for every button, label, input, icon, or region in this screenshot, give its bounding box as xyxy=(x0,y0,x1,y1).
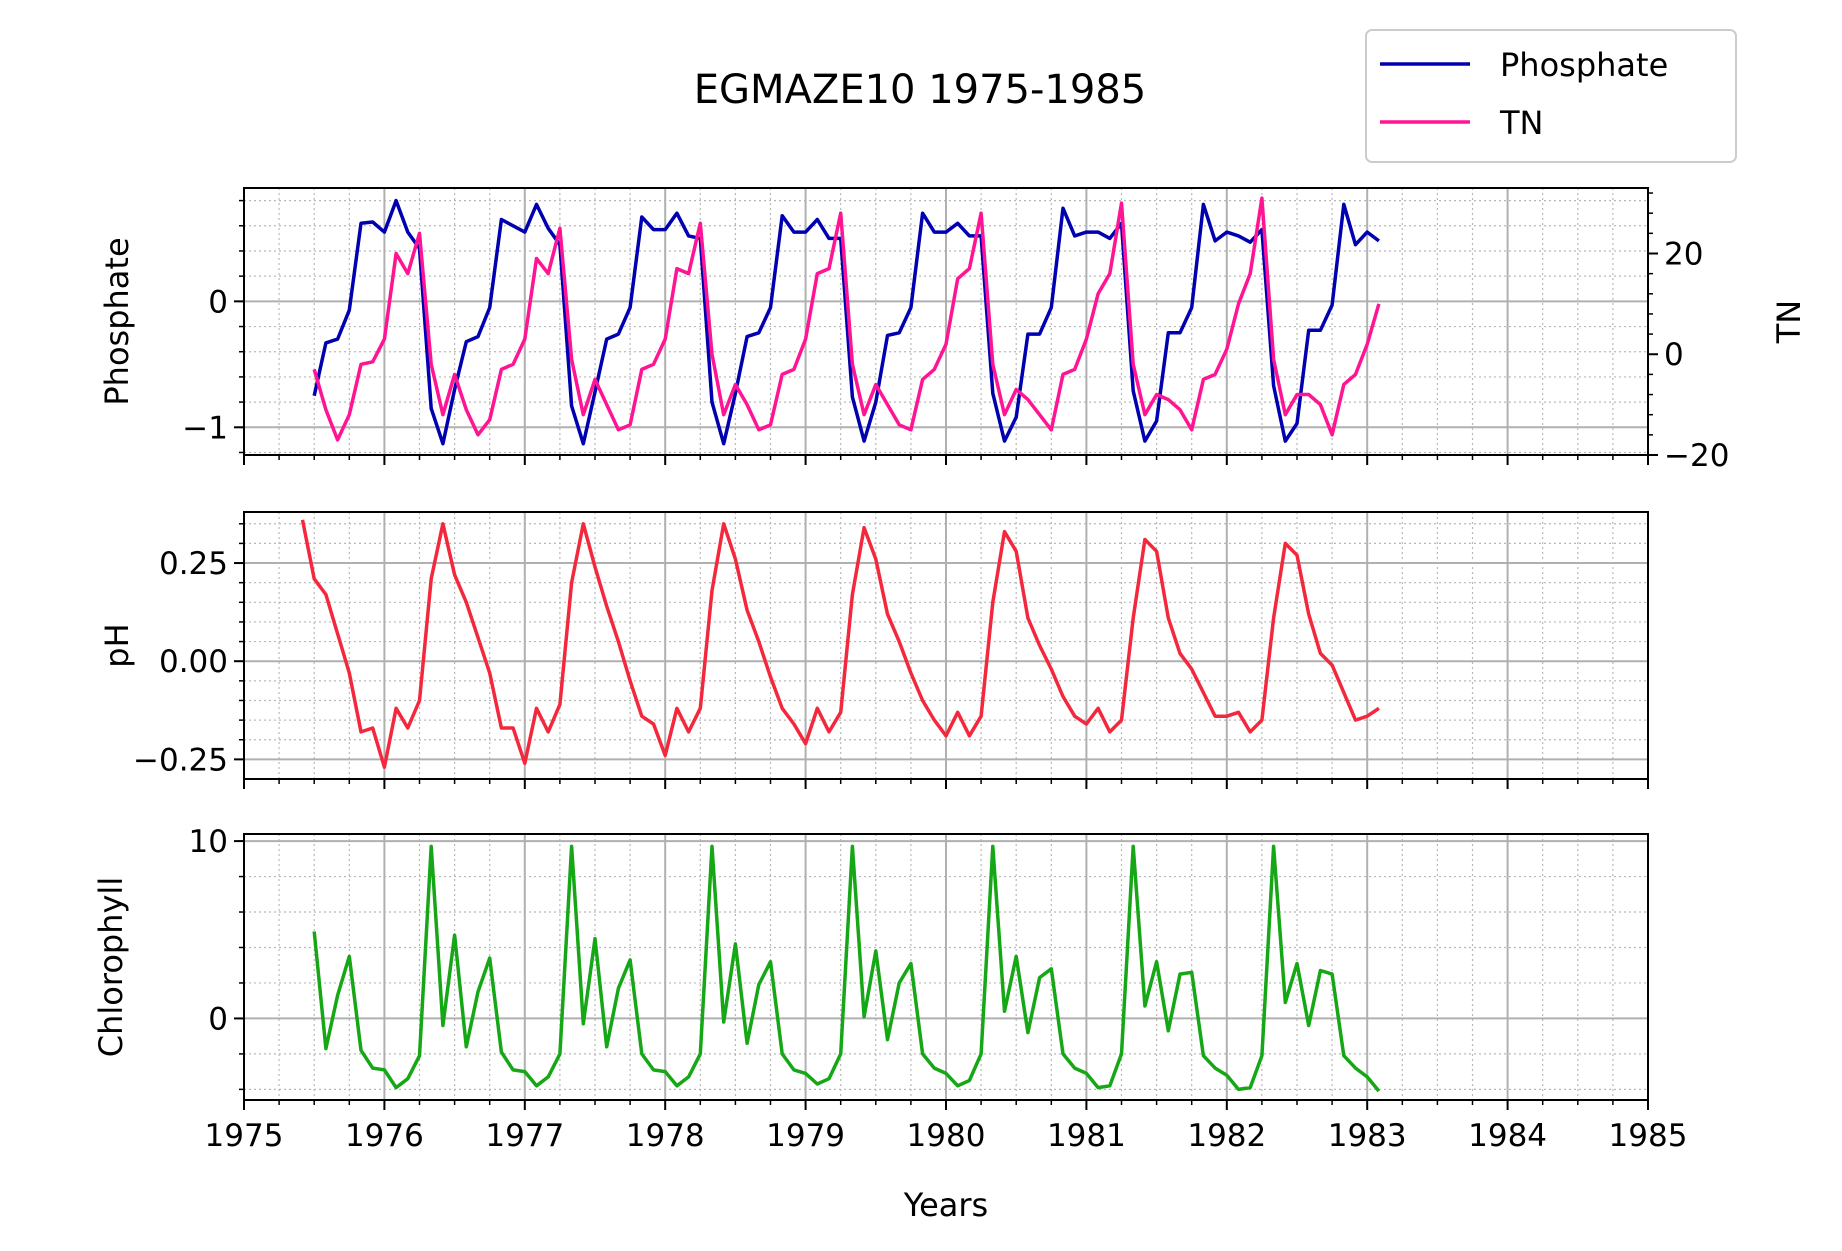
x-tick-label: 1975 xyxy=(205,1118,284,1154)
panel-phosphate-tn: −1 0 −20 0 20 TN Phosphate xyxy=(98,187,1808,474)
series-line-chlorophyll xyxy=(312,844,1381,1093)
x-tick-label: 1977 xyxy=(485,1118,564,1154)
x-tick-label: 1978 xyxy=(626,1118,705,1154)
x-tick-label: 1983 xyxy=(1328,1118,1407,1154)
y-tick-label: 10 xyxy=(189,824,228,860)
y-axis-label: Phosphate xyxy=(98,237,136,405)
y2-tick-label: −20 xyxy=(1664,438,1729,474)
x-tick-label: 1979 xyxy=(766,1118,845,1154)
x-tick-label: 1984 xyxy=(1468,1118,1547,1154)
plot-frame xyxy=(243,511,1649,780)
panel-chlorophyll: 0 10 Chlorophyll 1975 1976 1977 1978 1979 1980 19… xyxy=(92,824,1687,1154)
x-tick-label: 1980 xyxy=(907,1118,986,1154)
legend-label-tn: TN xyxy=(1499,104,1543,142)
panel-ph: −0.25 0.00 0.25 pH xyxy=(98,511,1649,789)
y2-tick-label: 0 xyxy=(1664,337,1684,373)
series-line-tn xyxy=(312,196,1381,442)
legend-label-phosphate: Phosphate xyxy=(1500,46,1668,84)
y2-tick-label: 20 xyxy=(1664,236,1703,272)
x-axis-label: Years xyxy=(903,1186,988,1224)
series-line-phosphate xyxy=(312,198,1380,446)
chart-title: EGMAZE10 1975-1985 xyxy=(694,67,1146,113)
y-tick-label: 0.25 xyxy=(159,546,228,582)
x-tick-label: 1982 xyxy=(1187,1118,1266,1154)
y-tick-label: 0.00 xyxy=(159,644,228,680)
x-tick-label: 1976 xyxy=(345,1118,424,1154)
plot-frame xyxy=(243,833,1649,1101)
series-line-ph xyxy=(300,519,1380,769)
y-tick-label: −1 xyxy=(182,410,228,446)
legend: Phosphate TN xyxy=(1365,29,1737,163)
plot-frame xyxy=(243,187,1649,456)
y-axis-label: pH xyxy=(98,623,136,667)
y-tick-label: 0 xyxy=(208,284,228,320)
x-tick-label: 1985 xyxy=(1609,1118,1688,1154)
y-axis-label: Chlorophyll xyxy=(92,877,130,1057)
y2-axis-label: TN xyxy=(1770,300,1808,344)
y-tick-label: −0.25 xyxy=(133,742,228,778)
y-tick-label: 0 xyxy=(208,1001,228,1037)
x-tick-label: 1981 xyxy=(1047,1118,1126,1154)
